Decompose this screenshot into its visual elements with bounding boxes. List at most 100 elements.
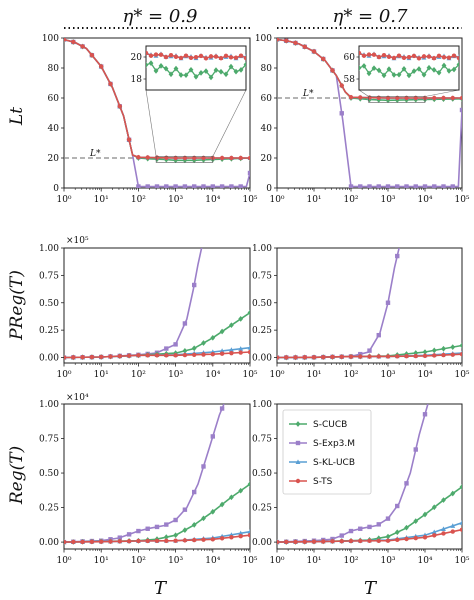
x-tick-label: 10¹ <box>94 370 109 380</box>
inset-series-marker <box>426 64 432 71</box>
zoom-region <box>368 96 426 103</box>
series-marker <box>441 184 446 188</box>
y-tick-label: 1.00 <box>39 244 59 254</box>
series-marker <box>219 351 225 356</box>
series-marker <box>145 538 150 544</box>
series-marker <box>201 340 206 346</box>
y-tick-label: 100 <box>255 34 272 44</box>
series-marker <box>339 533 344 538</box>
series-marker <box>422 511 428 518</box>
y-tick-label: 40 <box>261 124 273 134</box>
series-marker <box>136 155 141 160</box>
series-marker <box>339 111 344 116</box>
x-tick-label: 10² <box>343 370 358 380</box>
y-tick-label: 1.00 <box>252 400 272 410</box>
series-marker <box>201 155 206 161</box>
series-marker <box>450 95 455 101</box>
x-tick-label: 10³ <box>168 195 183 205</box>
inset-series-marker <box>426 54 432 59</box>
y-tick-label: 0 <box>53 184 59 194</box>
inset-series-marker <box>431 67 437 73</box>
series-marker <box>210 334 216 341</box>
series-marker <box>173 538 178 543</box>
series-marker <box>450 344 456 350</box>
series-marker <box>80 355 85 360</box>
series-marker <box>191 157 197 164</box>
series-marker <box>247 170 250 176</box>
series-marker <box>201 464 206 469</box>
series-group <box>64 248 250 361</box>
series-marker <box>284 38 289 43</box>
series-marker <box>284 355 289 360</box>
x-tick-label: 10³ <box>168 370 183 380</box>
reference-line-label: L* <box>302 89 314 99</box>
series-marker <box>385 95 391 101</box>
series-marker <box>302 539 307 544</box>
inset-series-marker <box>376 54 382 60</box>
series-marker <box>441 526 446 531</box>
legend-marker <box>295 421 301 427</box>
x-tick-label: 10⁰ <box>269 195 284 205</box>
series-marker <box>376 538 381 543</box>
inset-series-marker <box>183 72 189 79</box>
x-tick-label: 10⁵ <box>242 195 257 205</box>
series-marker <box>422 412 428 417</box>
series-marker <box>293 355 298 360</box>
inset-series-marker <box>213 67 219 73</box>
inset-series-marker <box>173 65 179 72</box>
series-marker <box>219 328 225 335</box>
series-marker <box>126 538 132 544</box>
right-xlabel: T <box>364 578 378 599</box>
series-marker <box>395 354 400 359</box>
y-tick-label: 60 <box>48 94 60 104</box>
inset-series-marker <box>173 54 179 59</box>
series-marker <box>431 504 437 511</box>
series-marker <box>182 155 188 161</box>
series-marker <box>173 353 178 358</box>
zoom-connector <box>424 89 460 97</box>
series-marker <box>385 533 391 540</box>
row3-ylabel: Reg(T) <box>7 446 27 505</box>
series-marker <box>367 184 372 188</box>
inset-series-marker <box>158 63 164 69</box>
series-marker <box>395 253 400 259</box>
series-marker <box>136 538 141 544</box>
inset-series-marker <box>146 50 149 56</box>
series-marker <box>238 346 244 351</box>
column-title-left: η* = 0.9 <box>123 6 198 27</box>
series-marker <box>311 355 317 360</box>
x-tick-label: 10⁰ <box>56 370 71 380</box>
series-marker <box>228 322 234 329</box>
row2-multiplier: ×10⁵ <box>66 236 89 246</box>
series-marker <box>404 95 409 101</box>
series-marker <box>348 354 354 359</box>
series-marker <box>210 184 215 188</box>
inset-series-marker <box>183 53 189 58</box>
series-marker <box>358 526 363 531</box>
series-marker <box>395 537 400 543</box>
series-marker <box>376 332 381 338</box>
inset-series-marker <box>168 71 174 78</box>
series-marker <box>117 535 122 540</box>
inset-series-marker <box>193 54 199 60</box>
reference-line-label: L* <box>89 149 101 159</box>
inset-series-marker <box>381 72 387 79</box>
series-marker <box>192 282 197 288</box>
x-tick-label: 10³ <box>380 195 395 205</box>
inset-series-marker <box>446 55 452 60</box>
inset-series-marker <box>238 53 244 58</box>
series-marker <box>395 184 400 188</box>
inset-series-marker <box>436 53 442 59</box>
series-marker <box>404 536 409 542</box>
x-tick-label: 10⁴ <box>205 556 220 566</box>
inset-y-tick-label: 18 <box>131 75 143 85</box>
series-marker <box>348 538 354 544</box>
series-marker <box>339 538 344 544</box>
inset-series-marker <box>416 66 422 72</box>
series-marker <box>238 534 243 539</box>
series-marker <box>117 353 123 359</box>
x-tick-label: 10² <box>343 556 358 566</box>
series-marker <box>358 95 363 100</box>
series-marker <box>182 538 188 543</box>
